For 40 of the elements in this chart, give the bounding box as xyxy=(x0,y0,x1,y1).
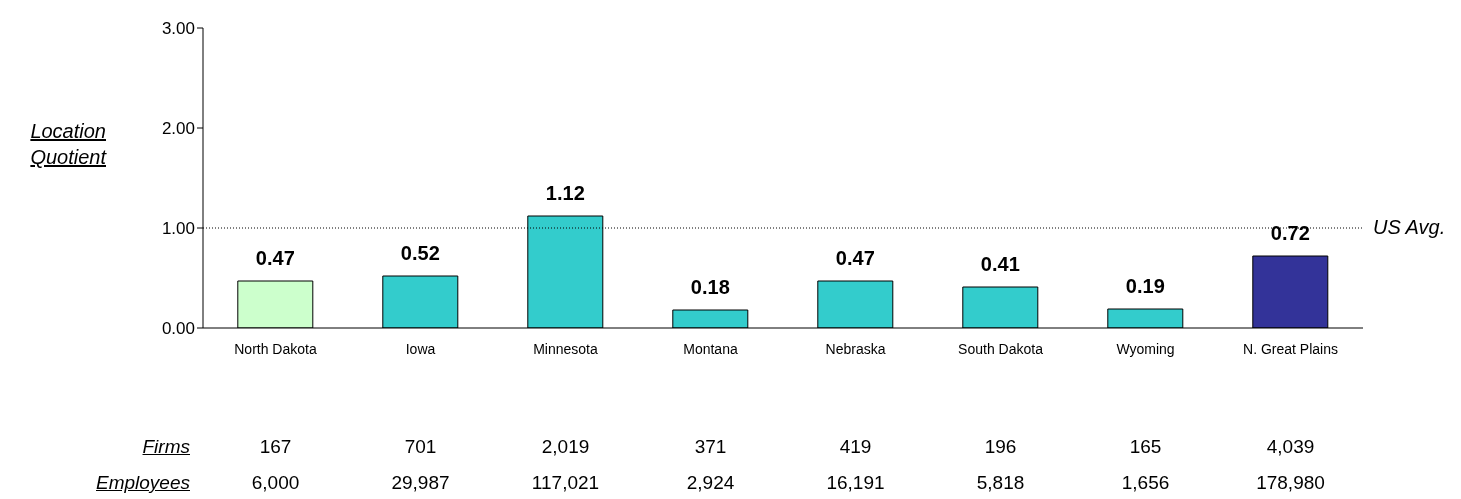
y-tick-label: 1.00 xyxy=(161,219,195,239)
text: 16,191 xyxy=(825,472,886,494)
text: 167 xyxy=(258,436,293,458)
data-label: 0.41 xyxy=(980,253,1020,275)
text: Firms xyxy=(142,436,190,458)
text: 371 xyxy=(693,436,728,458)
text: 4,039 xyxy=(1265,436,1316,458)
text: 701 xyxy=(403,436,438,458)
text: 6,000 xyxy=(250,472,301,494)
text: 419 xyxy=(838,436,873,458)
y-tick-label: 3.00 xyxy=(161,19,195,39)
x-tick-label: South Dakota xyxy=(958,340,1044,357)
ref-line-label: US Avg. xyxy=(1373,216,1446,238)
data-label: 0.72 xyxy=(1270,222,1310,244)
text: 29,987 xyxy=(390,472,451,494)
data-label: 0.18 xyxy=(690,276,730,298)
x-tick-label: Minnesota xyxy=(533,340,599,357)
text: 165 xyxy=(1128,436,1163,458)
x-tick-label: N. Great Plains xyxy=(1243,340,1338,357)
text: 1,656 xyxy=(1120,472,1171,494)
x-tick-label: North Dakota xyxy=(234,340,317,357)
x-tick-label: Iowa xyxy=(405,340,436,357)
data-label: 0.19 xyxy=(1125,275,1165,297)
y-axis-title: Location Quotient xyxy=(29,119,106,170)
y-tick-label: 0.00 xyxy=(161,319,195,339)
x-tick-label: Montana xyxy=(683,340,738,357)
text: 2,019 xyxy=(540,436,591,458)
text: 5,818 xyxy=(975,472,1026,494)
data-label: 0.47 xyxy=(835,247,875,269)
text: 178,980 xyxy=(1255,472,1326,494)
x-tick-label: Nebraska xyxy=(825,340,886,357)
text: 117,021 xyxy=(530,472,601,494)
data-label: 1.12 xyxy=(545,182,585,204)
data-label: 0.52 xyxy=(400,242,440,264)
data-label: 0.47 xyxy=(255,247,295,269)
y-tick-label: 2.00 xyxy=(161,119,195,139)
text: 196 xyxy=(983,436,1018,458)
text: Employees xyxy=(96,472,190,494)
x-tick-label: Wyoming xyxy=(1116,340,1175,357)
text: 2,924 xyxy=(685,472,736,494)
